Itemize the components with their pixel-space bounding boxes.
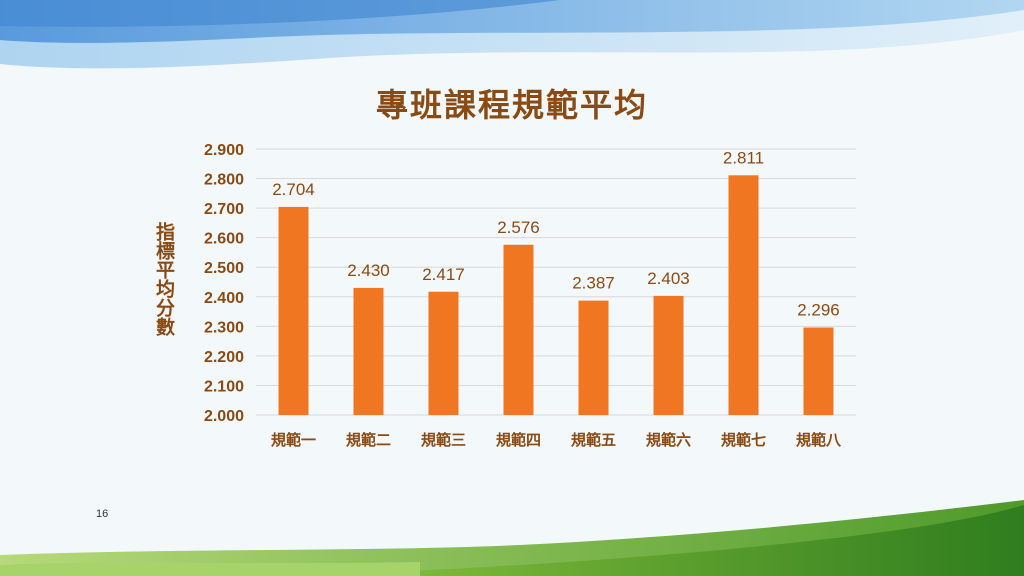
chart-title: 專班課程規範平均 [375,86,648,124]
bar [578,300,609,415]
bar [653,295,684,415]
x-category-label: 規範八 [796,431,842,449]
bar [503,244,534,415]
bar [353,287,384,415]
data-label: 2.704 [272,180,315,199]
page-number: 16 [96,508,109,520]
bar [428,291,459,415]
data-label: 2.387 [572,274,615,293]
data-label: 2.811 [723,148,764,167]
x-category-label: 規範七 [721,431,766,449]
y-tick-label: 2.100 [204,378,244,395]
y-tick-label: 2.900 [204,142,244,159]
y-tick-label: 2.200 [204,349,244,366]
data-label: 2.403 [647,269,690,288]
gridlines [256,148,856,416]
data-label: 2.576 [497,218,540,237]
y-tick-label: 2.400 [204,290,244,307]
y-tick-label: 2.500 [204,260,244,277]
y-axis-ticks: 2.000 2.100 2.200 2.300 2.400 2.500 2.600 2.700… [204,142,244,425]
y-tick-label: 2.600 [204,231,244,248]
y-tick-label: 2.300 [204,319,244,336]
y-tick-label: 2.800 [204,172,244,189]
bar [728,175,759,415]
data-label: 2.417 [422,265,465,284]
y-tick-label: 2.700 [204,201,244,218]
data-labels: 2.704 2.430 2.417 2.576 2.387 2.403 2.811 2.296 [272,148,840,319]
x-category-label: 規範五 [571,431,616,449]
data-label: 2.296 [797,301,840,320]
y-axis-label: 指標平均分數 [153,222,175,336]
x-category-label: 規範一 [271,431,316,449]
data-label: 2.430 [347,261,390,280]
y-tick-label: 2.000 [204,408,244,425]
bar [278,206,309,415]
x-axis-categories: 規範一 規範二 規範三 規範四 規範五 規範六 規範七 規範八 [271,431,842,449]
x-category-label: 規範六 [646,431,691,449]
bar [803,327,834,415]
x-category-label: 規範二 [346,431,391,449]
x-category-label: 規範三 [421,431,466,449]
x-category-label: 規範四 [496,431,541,449]
bars [278,175,834,415]
